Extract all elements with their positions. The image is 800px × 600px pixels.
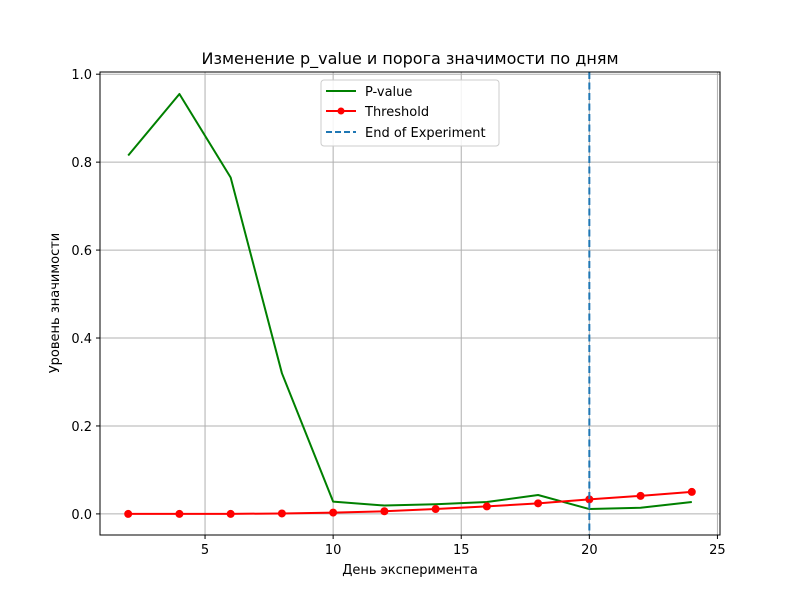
x-tick-label: 15 [453,543,470,558]
legend-end-of-experiment-label: End of Experiment [365,126,486,141]
plot-frame [99,71,721,536]
data-point-threshold [226,509,235,518]
x-tick-label: 20 [581,543,598,558]
y-tick-label: 0.2 [71,420,92,435]
x-tick-label: 5 [201,543,209,558]
data-point-threshold [329,508,338,517]
series-line-p-value [127,92,692,511]
series-layer [124,72,696,535]
data-point-threshold [431,505,440,514]
data-point-threshold [687,487,696,496]
data-point-threshold [534,499,543,508]
data-point-threshold [380,507,389,516]
x-tick-label: 10 [325,543,342,558]
y-tick-label: 0.6 [71,244,92,259]
legend: P-value Threshold End of Experiment [320,79,500,147]
ticks: 5 10 15 20 25 0.0 0.2 0.4 0.6 0.8 1.0 [71,68,725,558]
data-point-threshold [585,495,594,504]
legend-threshold-marker [337,107,345,115]
legend-threshold-label: Threshold [364,105,429,120]
y-tick-label: 0.0 [71,508,92,523]
data-point-threshold [175,509,184,518]
x-axis-label: День эксперимента [342,563,478,578]
x-tick-label: 25 [709,543,726,558]
series-line-threshold [128,490,692,515]
data-point-threshold [124,509,133,518]
y-tick-label: 1.0 [71,68,92,83]
legend-box [320,79,500,147]
data-point-threshold [482,502,491,511]
y-tick-label: 0.4 [71,332,92,347]
legend-pvalue-label: P-value [365,85,412,100]
data-point-threshold [277,509,286,518]
y-tick-label: 0.8 [71,156,92,171]
data-point-threshold [636,491,645,500]
chart-title: Изменение p_value и порога значимости по… [201,49,618,69]
y-axis-label: Уровень значимости [48,233,63,374]
